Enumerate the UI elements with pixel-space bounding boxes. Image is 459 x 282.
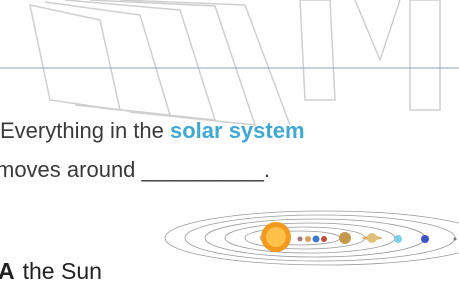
question-line: Everything in the solar system <box>0 118 305 144</box>
highlight: solar system <box>170 118 305 143</box>
question-text: Everything in the <box>0 118 164 143</box>
planets <box>261 222 457 252</box>
option-text: the Sun <box>23 258 102 282</box>
orbits <box>165 211 459 265</box>
question-line: moves around __________. <box>0 157 270 183</box>
question-text: moves around <box>0 157 135 182</box>
book-outline <box>30 0 440 125</box>
blank: __________. <box>142 157 270 182</box>
slide: Everything in the solar system moves aro… <box>0 0 459 282</box>
option-letter: A <box>0 258 15 282</box>
